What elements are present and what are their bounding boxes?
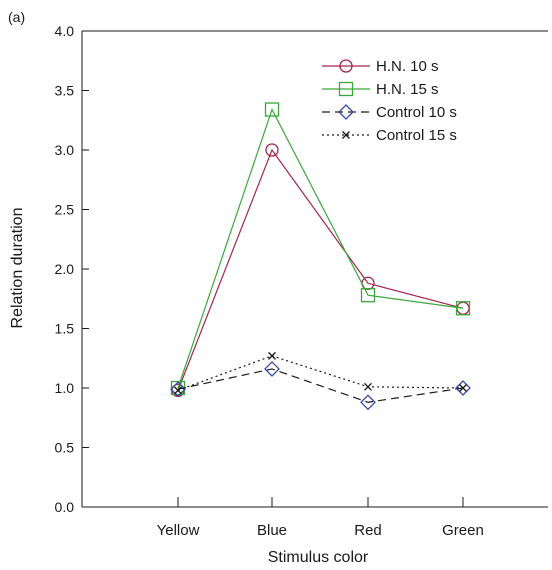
y-tick-label: 3.0 xyxy=(55,142,75,158)
data-point-marker xyxy=(174,386,182,395)
y-tick-label: 1.5 xyxy=(55,321,75,337)
x-tick-label: Blue xyxy=(257,522,287,539)
y-tick-label: 2.0 xyxy=(55,261,75,277)
chart-axes: 0.0 0.5 1.0 1.5 2.0 2.5 3.0 3.5 4.0 Yellow Blue Red… xyxy=(55,23,548,539)
series-h-n-10-s xyxy=(171,143,470,398)
x-axis-label: Stimulus color xyxy=(268,549,369,566)
chart-legend: H.N. 10 s H.N. 15 s Control 10 s Control 15… xyxy=(322,58,457,144)
data-point-marker xyxy=(455,301,471,316)
x-tick-label: Red xyxy=(354,522,382,539)
series-h-n-15-s xyxy=(170,102,471,396)
y-tick-label: 2.5 xyxy=(55,202,75,218)
data-point-marker xyxy=(364,382,372,391)
legend-item: Control 10 s xyxy=(322,104,457,121)
legend-marker xyxy=(338,104,354,120)
data-point-marker xyxy=(360,394,376,411)
panel-label: (a) xyxy=(8,9,25,25)
series-line xyxy=(177,148,464,391)
series-control-15-s xyxy=(174,351,467,395)
data-point-marker xyxy=(455,380,471,396)
legend-marker xyxy=(339,59,353,73)
legend-marker xyxy=(342,131,350,139)
x-tick-label: Yellow xyxy=(157,522,200,539)
legend-marker xyxy=(338,81,354,97)
y-tick-label: 0.5 xyxy=(55,440,75,456)
y-axis-label: Relation duration xyxy=(9,208,26,329)
x-tick-label: Green xyxy=(442,522,484,539)
data-point-marker xyxy=(459,384,467,392)
y-tick-label: 3.5 xyxy=(55,83,75,99)
data-point-marker xyxy=(360,288,376,303)
chart-series-layer xyxy=(170,102,471,411)
data-point-marker xyxy=(170,381,186,398)
legend-item: H.N. 10 s xyxy=(322,58,439,75)
data-point-marker xyxy=(264,361,280,377)
y-tick-label: 4.0 xyxy=(55,23,75,39)
data-point-marker xyxy=(268,351,276,360)
data-point-marker xyxy=(264,102,280,117)
legend-label: Control 10 s xyxy=(376,104,457,121)
legend-label: Control 15 s xyxy=(376,127,457,144)
series-line xyxy=(177,368,464,403)
y-tick-label: 1.0 xyxy=(55,380,75,396)
legend-item: Control 15 s xyxy=(322,127,457,144)
legend-label: H.N. 15 s xyxy=(376,81,439,98)
series-control-10-s xyxy=(170,361,471,411)
series-line xyxy=(177,108,464,389)
y-tick-label: 0.0 xyxy=(55,499,75,515)
legend-item: H.N. 15 s xyxy=(322,81,439,98)
legend-label: H.N. 10 s xyxy=(376,58,439,75)
series-line xyxy=(177,355,464,391)
data-point-marker xyxy=(265,143,279,157)
